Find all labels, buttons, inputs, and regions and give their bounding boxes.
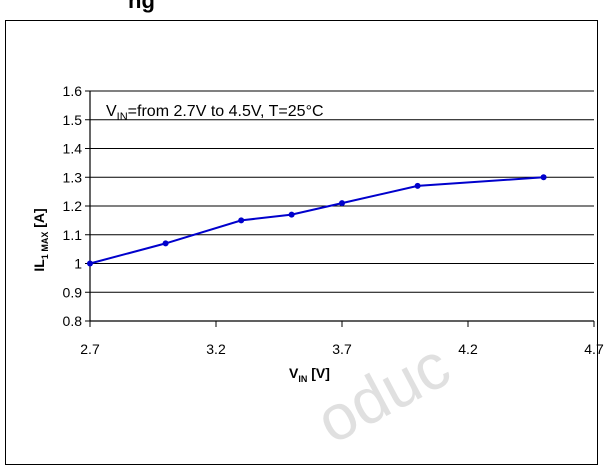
x-tick-label-0: 2.7 (80, 341, 100, 357)
data-point-0-2 (238, 217, 245, 224)
y-tick-label-8: 1.6 (63, 83, 83, 99)
tick-labels: 0.8 0.9 1 1.1 1.2 1.3 1.4 1.5 1.6 2.7 3.2 3.7 4.2 4.7 (63, 83, 604, 357)
y-tick-label-5: 1.3 (63, 169, 83, 185)
x-axis-label: VIN [V] (289, 365, 330, 384)
y-tick-label-7: 1.5 (63, 112, 83, 128)
y-tick-label-3: 1.1 (63, 227, 83, 243)
page-header-fragment: ng (128, 0, 155, 13)
x-tick-label-2: 3.7 (332, 341, 352, 357)
data-point-0-6 (540, 174, 547, 181)
data-point-0-1 (162, 240, 169, 247)
x-tick-label-3: 4.2 (458, 341, 478, 357)
series-line-0 (89, 176, 544, 265)
y-tick-label-6: 1.4 (63, 141, 83, 157)
y-tick-label-4: 1.2 (63, 198, 83, 214)
data-point-0-0 (87, 260, 93, 267)
data-point-0-4 (339, 200, 345, 207)
x-tick-label-1: 3.2 (206, 341, 226, 357)
watermark: oduc (305, 329, 461, 457)
series-layer (87, 174, 547, 267)
x-tick-label-4: 4.7 (584, 341, 604, 357)
chart-annotation: VIN=from 2.7V to 4.5V, T=25°C (106, 103, 324, 123)
data-point-0-3 (288, 211, 295, 218)
y-tick-label-1: 0.9 (63, 284, 83, 300)
y-tick-label-2: 1 (74, 256, 82, 272)
y-tick-label-0: 0.8 (63, 313, 83, 329)
axes (85, 90, 595, 327)
y-axis-label: IL1 MAX [A] (31, 208, 50, 271)
data-point-0-5 (414, 182, 421, 189)
